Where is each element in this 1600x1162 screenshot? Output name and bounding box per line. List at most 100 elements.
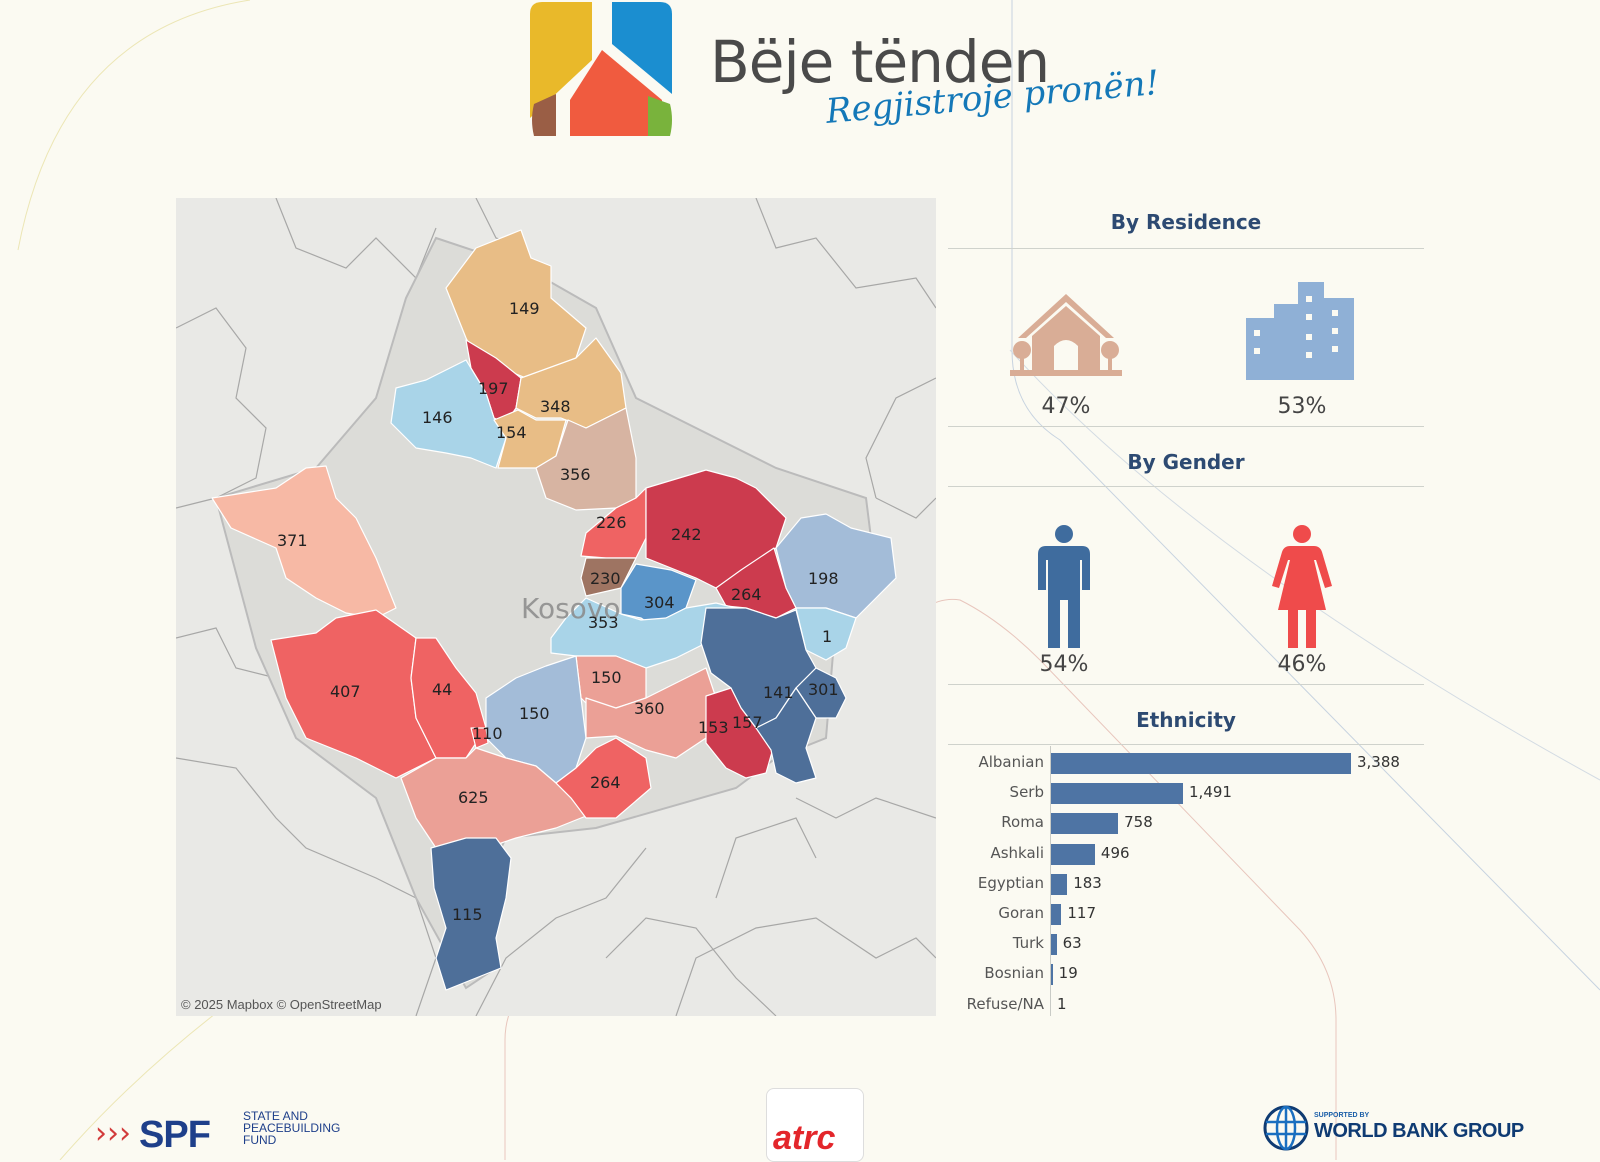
buildings-icon [1246, 282, 1354, 380]
ethnicity-value: 19 [1058, 964, 1078, 983]
ethnicity-value: 1 [1057, 994, 1067, 1013]
choropleth-map[interactable]: Kosovo 149 197 348 146 154 356 371 226 2… [176, 198, 936, 1016]
value-label-146: 146 [422, 408, 453, 427]
spf-name: SPF [139, 1114, 211, 1156]
ethnicity-value: 117 [1067, 904, 1096, 922]
ethnicity-bar[interactable] [1051, 873, 1068, 895]
ethnicity-row[interactable]: Albanian 3,388 [948, 750, 1424, 776]
kosovo-country-area [214, 236, 878, 990]
ethnicity-bar[interactable] [1051, 753, 1351, 774]
ethnicity-title: Ethnicity [1136, 708, 1236, 732]
ethnicity-label: Albanian [978, 753, 1044, 771]
brand-title: Bëje tënden [710, 28, 1050, 96]
ethnicity-row[interactable]: Goran 117 [948, 901, 1424, 927]
value-label-149: 149 [509, 299, 540, 318]
ethnicity-label: Bosnian [984, 964, 1044, 983]
gender-divider [948, 486, 1424, 487]
atrc-logo[interactable]: atrc [766, 1088, 864, 1162]
municipality-153[interactable] [705, 687, 777, 779]
value-label-304: 304 [644, 593, 675, 612]
ethnicity-label: Ashkali [990, 843, 1044, 862]
value-label-115: 115 [452, 905, 483, 924]
map-canvas[interactable]: Kosovo 149 197 348 146 154 356 371 226 2… [176, 198, 936, 1016]
ethnicity-row[interactable]: Roma 758 [948, 810, 1424, 836]
ethnicity-label: Turk [1012, 934, 1044, 953]
ethnicity-label: Refuse/NA [966, 994, 1044, 1013]
map-attribution[interactable]: © 2025 Mapbox © OpenStreetMap [181, 997, 382, 1012]
gender-bottom-divider [948, 684, 1424, 685]
ethnicity-value: 183 [1073, 873, 1102, 892]
municipality-157[interactable] [755, 687, 817, 784]
residence-divider [948, 248, 1424, 249]
ethnicity-label: Egyptian [977, 873, 1044, 892]
world-bank-logo[interactable]: SUPPORTED BY WORLD BANK GROUP [1262, 1104, 1524, 1154]
ethnicity-bar[interactable] [1051, 813, 1119, 835]
ethnicity-row[interactable]: Refuse/NA 1 [948, 992, 1424, 1018]
globe-icon [1263, 1105, 1309, 1151]
municipality-264-south[interactable] [555, 737, 652, 819]
ethnicity-label: Goran [998, 904, 1044, 922]
municipality-150-west[interactable] [485, 655, 587, 784]
value-label-226: 226 [596, 513, 627, 532]
country-label: Kosovo [521, 592, 621, 625]
value-label-625: 625 [458, 788, 489, 807]
ethnicity-value: 63 [1062, 934, 1082, 953]
municipality-146[interactable] [390, 359, 507, 469]
ethnicity-bar[interactable] [1051, 964, 1053, 986]
residence-title: By Residence [1110, 210, 1262, 234]
municipality-value-labels: 149 197 348 146 154 356 371 226 242 198 … [277, 299, 839, 924]
ethnicity-label: Serb [1009, 783, 1044, 802]
ethnicity-row[interactable]: Ashkali 496 [948, 841, 1424, 867]
value-label-356: 356 [560, 465, 591, 484]
ethnicity-row[interactable]: Turk 63 [948, 931, 1424, 957]
value-label-157: 157 [732, 713, 763, 732]
male-percentage: 54% [1039, 652, 1089, 677]
ethnicity-value: 1,491 [1189, 783, 1232, 802]
gender-title: By Gender [1127, 450, 1245, 474]
municipality-110[interactable] [470, 727, 489, 749]
spf-fullname: STATE AND PEACEBUILDING FUND [243, 1109, 341, 1147]
value-label-198: 198 [808, 569, 839, 588]
female-icon [1272, 525, 1332, 648]
value-label-154: 154 [496, 423, 527, 442]
municipality-115[interactable] [430, 837, 512, 991]
value-label-141: 141 [763, 683, 794, 702]
rural-percentage: 47% [1041, 394, 1091, 419]
ethnicity-bar[interactable] [1051, 783, 1184, 805]
municipality-371[interactable] [211, 465, 397, 619]
ethnicity-bar[interactable] [1051, 934, 1057, 956]
ethnicity-value: 3,388 [1357, 753, 1400, 771]
value-label-264-south: 264 [590, 773, 621, 792]
value-label-153: 153 [698, 718, 729, 737]
value-label-110: 110 [472, 724, 503, 743]
value-label-230: 230 [590, 569, 621, 588]
ethnicity-divider [948, 744, 1424, 745]
ethnicity-bar[interactable] [1051, 904, 1062, 925]
house-icon [1010, 294, 1122, 376]
value-label-150-west: 150 [519, 704, 550, 723]
atrc-name: atrc [773, 1119, 836, 1157]
ethnicity-bar[interactable] [1051, 843, 1095, 865]
value-label-1: 1 [822, 627, 832, 646]
residence-bottom-divider [948, 426, 1424, 427]
value-label-348: 348 [540, 397, 571, 416]
ethnicity-value: 496 [1100, 843, 1130, 862]
ethnicity-label: Roma [1001, 813, 1044, 832]
value-label-353: 353 [588, 613, 619, 632]
municipality-198[interactable] [775, 513, 897, 619]
wb-name: WORLD BANK GROUP [1314, 1120, 1524, 1142]
ethnicity-row[interactable]: Egyptian 183 [948, 871, 1424, 897]
value-label-264-east: 264 [731, 585, 762, 604]
ethnicity-value: 758 [1124, 813, 1153, 832]
municipality-356[interactable] [535, 407, 637, 511]
value-label-44: 44 [432, 680, 452, 699]
ethnicity-row[interactable]: Serb 1,491 [948, 780, 1424, 806]
municipalities [211, 229, 897, 991]
urban-percentage: 53% [1277, 394, 1327, 419]
value-label-301: 301 [808, 680, 839, 699]
value-label-197: 197 [478, 379, 509, 398]
value-label-407: 407 [330, 682, 361, 701]
value-label-360: 360 [634, 699, 665, 718]
ethnicity-row[interactable]: Bosnian 19 [948, 961, 1424, 987]
base-map-borders [176, 198, 936, 1016]
